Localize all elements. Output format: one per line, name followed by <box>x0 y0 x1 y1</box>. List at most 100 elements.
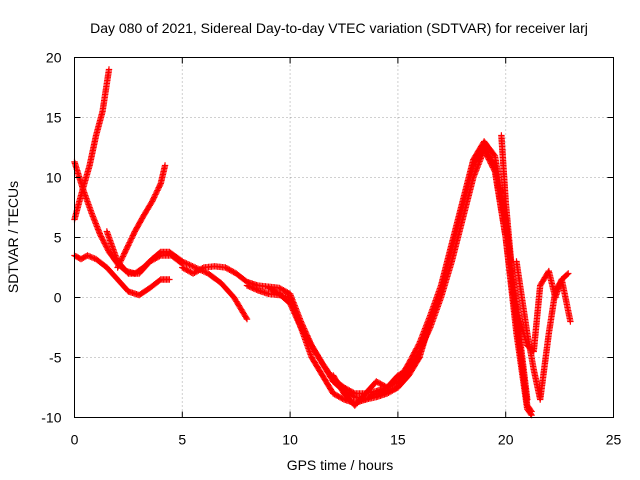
data-point-marker <box>563 271 571 278</box>
data-point-marker <box>123 244 131 252</box>
series-arc-10 <box>498 132 574 355</box>
data-point-marker <box>527 410 534 418</box>
y-axis-label: SDTVAR / TECUs <box>5 181 21 293</box>
data-point-marker <box>291 311 299 318</box>
data-point-marker <box>124 243 131 250</box>
x-tick-label: 0 <box>71 432 79 448</box>
data-point-marker <box>130 231 137 238</box>
data-point-marker <box>150 194 158 201</box>
data-point-marker <box>295 320 303 327</box>
data-point-marker <box>155 184 162 191</box>
data-point-marker <box>100 237 107 244</box>
data-point-marker <box>288 303 295 310</box>
data-point-marker <box>127 237 134 245</box>
data-point-marker <box>296 321 303 328</box>
y-tick-label: -5 <box>49 350 62 366</box>
data-point-marker <box>243 315 251 323</box>
data-point-marker <box>288 304 296 311</box>
data-point-marker <box>148 198 156 205</box>
data-point-marker <box>350 389 357 396</box>
data-point-marker <box>289 305 296 313</box>
series-arc-11 <box>513 258 572 403</box>
data-point-marker <box>97 231 104 239</box>
data-point-marker <box>287 301 294 309</box>
data-point-marker <box>565 270 572 277</box>
series-arc-3 <box>114 162 169 271</box>
x-tick-label: 20 <box>498 432 514 448</box>
data-point-marker <box>119 254 126 262</box>
data-point-marker <box>152 189 160 197</box>
chart-title: Day 080 of 2021, Sidereal Day-to-day VTE… <box>90 20 588 36</box>
data-point-marker <box>154 185 162 193</box>
data-point-marker <box>490 151 498 158</box>
data-point-marker <box>150 195 157 202</box>
y-tick-label: 5 <box>54 230 62 246</box>
data-point-marker <box>291 310 298 317</box>
series-arc-7 <box>243 144 535 419</box>
data-point-marker <box>189 262 196 270</box>
data-point-marker <box>126 239 133 246</box>
data-point-marker <box>121 249 129 256</box>
data-point-marker <box>105 66 113 73</box>
x-tick-label: 10 <box>282 432 298 448</box>
data-point-marker <box>199 265 206 272</box>
data-point-marker <box>187 262 195 269</box>
data-point-marker <box>100 238 108 246</box>
data-point-marker <box>154 187 161 194</box>
data-point-marker <box>156 183 163 190</box>
data-point-marker <box>123 246 130 253</box>
data-point-marker <box>416 354 423 361</box>
data-point-marker <box>295 318 302 326</box>
data-point-marker <box>102 243 110 250</box>
data-point-marker <box>149 196 156 204</box>
data-point-marker <box>151 192 158 200</box>
data-point-marker <box>98 234 106 242</box>
series-arc-6 <box>179 146 535 415</box>
data-point-marker <box>190 263 197 271</box>
data-point-marker <box>122 247 129 255</box>
data-point-marker <box>524 396 531 403</box>
x-tick-label: 5 <box>178 432 186 448</box>
data-point-marker <box>129 233 136 241</box>
data-point-marker <box>128 235 135 242</box>
data-point-marker <box>102 241 109 249</box>
data-point-marker <box>97 233 105 240</box>
data-point-marker <box>290 308 298 316</box>
data-point-marker <box>129 232 137 239</box>
series-arc-9 <box>330 354 423 409</box>
data-point-marker <box>415 355 422 362</box>
axis-ticks: 0 5 10 15 20 25 -10 -5 0 5 10 15 20 <box>41 50 621 448</box>
data-point-marker <box>118 255 125 263</box>
data-point-marker <box>119 253 127 260</box>
series-arc-4 <box>71 252 173 299</box>
y-tick-label: -10 <box>41 410 61 426</box>
y-tick-label: 0 <box>54 290 62 306</box>
series-arc-1 <box>71 66 113 223</box>
data-point-marker <box>152 191 159 198</box>
data-markers <box>71 66 574 419</box>
data-point-marker <box>127 236 135 244</box>
data-point-marker <box>290 307 297 314</box>
data-point-marker <box>294 317 301 324</box>
data-point-marker <box>101 240 108 247</box>
data-point-marker <box>166 276 173 283</box>
data-point-marker <box>153 188 160 196</box>
data-point-marker <box>286 300 294 307</box>
data-point-marker <box>99 236 106 243</box>
data-point-marker <box>177 259 185 267</box>
data-point-marker <box>120 251 127 259</box>
x-tick-label: 25 <box>606 432 622 448</box>
series-arc-5 <box>103 228 186 277</box>
data-point-marker <box>242 314 250 321</box>
data-point-marker <box>104 245 111 253</box>
data-point-marker <box>292 313 300 320</box>
x-tick-label: 15 <box>390 432 406 448</box>
data-point-marker <box>567 318 574 325</box>
data-point-marker <box>415 341 422 348</box>
y-tick-label: 20 <box>46 50 62 66</box>
data-point-marker <box>125 240 133 248</box>
data-point-marker <box>156 181 164 189</box>
data-point-marker <box>186 261 193 269</box>
y-tick-label: 10 <box>46 170 62 186</box>
